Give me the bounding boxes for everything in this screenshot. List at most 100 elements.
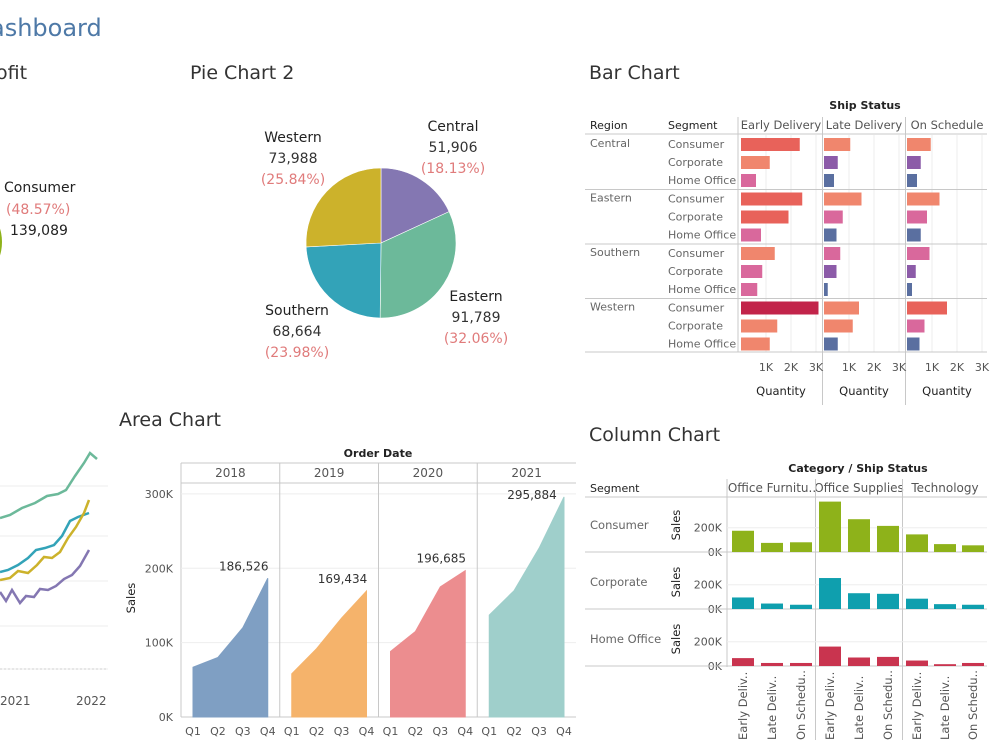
area-quarter-tick: Q2 (506, 725, 522, 738)
area-quarter-tick: Q2 (210, 725, 226, 738)
column-category-header-1: Office Supplies (814, 481, 904, 495)
column-status-tick: Late Deliv.. (852, 676, 866, 740)
column-y-tick: 200K (694, 636, 723, 649)
area-fill-2020 (390, 569, 466, 718)
area-data-label-2020: 196,685 (416, 552, 466, 566)
bar-mark (824, 337, 838, 351)
column-mark (848, 657, 870, 666)
area-y-tick: 0K (159, 711, 174, 724)
area-sheet-title: Area Chart (119, 409, 221, 431)
bar-mark (824, 247, 841, 260)
area-quarter-tick: Q3 (432, 725, 448, 738)
bar-header-region: Region (590, 119, 628, 132)
area-column-group-label: Order Date (344, 447, 413, 460)
area-quarter-tick: Q3 (235, 725, 251, 738)
column-y-axis-label: Sales (669, 510, 683, 541)
bar-x-axis-label: Quantity (839, 384, 889, 398)
pie-label-name-western: Western (264, 130, 321, 146)
bar-mark (907, 247, 930, 260)
pie-slice-eastern (379, 211, 457, 319)
area-y-tick: 200K (145, 562, 174, 575)
profit-chart: Consumer (48.57%) 139,089 2021 2022 (0, 180, 108, 708)
pie-label-name-southern: Southern (265, 303, 329, 319)
area-quarter-tick: Q4 (457, 725, 473, 738)
area-quarter-tick: Q1 (481, 725, 497, 738)
area-year-header: 2021 (511, 466, 542, 480)
area-year-header: 2018 (215, 466, 246, 480)
column-y-axis-label: Sales (669, 624, 683, 655)
column-status-tick: Early Deliv.. (823, 672, 837, 740)
bar-mark (907, 210, 927, 224)
column-mark (761, 662, 783, 666)
column-status-tick: Early Deliv.. (736, 672, 750, 740)
profit-series-pct: (48.57%) (6, 202, 70, 218)
column-sheet-title: Column Chart (589, 424, 721, 446)
pie-label-pct-southern: (23.98%) (265, 345, 329, 361)
column-category-header-2: Technology (910, 481, 978, 495)
bar-mark (741, 319, 778, 333)
area-y-axis-label: Sales (124, 583, 138, 614)
bar-mark (741, 301, 819, 315)
column-category-header-0: Office Furnitu.. (728, 481, 816, 495)
column-y-tick: 200K (694, 522, 723, 535)
column-mark (790, 542, 812, 552)
column-mark (848, 519, 870, 552)
pie-slice-western (305, 167, 382, 248)
bar-x-tick: 3K (892, 361, 907, 374)
column-column-group-label: Category / Ship Status (788, 462, 928, 475)
bar-column-header-0: Early Delivery (741, 118, 822, 132)
column-mark (962, 545, 984, 552)
bar-column-header-2: On Schedule (911, 118, 984, 132)
column-mark (732, 530, 754, 552)
area-quarter-tick: Q2 (309, 725, 325, 738)
bar-x-tick: 2K (867, 361, 882, 374)
column-mark (761, 603, 783, 609)
bar-segment-label: Consumer (668, 247, 725, 260)
bar-segment-label: Corporate (668, 156, 723, 169)
column-mark (732, 658, 754, 666)
bar-region-label: Western (590, 301, 635, 314)
column-status-tick: Early Deliv.. (910, 672, 924, 740)
bar-mark (824, 283, 828, 296)
pie-slice-southern (305, 242, 382, 319)
bar-mark (824, 301, 859, 315)
bar-mark (907, 156, 921, 169)
column-y-axis-label: Sales (669, 567, 683, 598)
bar-mark (741, 138, 800, 151)
bar-mark (824, 210, 843, 224)
area-data-label-2018: 186,526 (219, 559, 269, 573)
column-status-tick: Late Deliv.. (765, 676, 779, 740)
profit-x-tick-0: 2021 (0, 694, 31, 708)
column-mark (962, 604, 984, 609)
bar-mark (907, 319, 925, 333)
bar-mark (741, 247, 775, 260)
profit-line-0 (0, 451, 98, 520)
bar-x-axis-label: Quantity (756, 384, 806, 398)
bar-mark (741, 228, 761, 242)
column-status-tick: On Schedu.. (881, 670, 895, 740)
pie-label-value-southern: 68,664 (273, 324, 322, 340)
bar-x-tick: 3K (975, 361, 990, 374)
bar-mark (741, 174, 756, 187)
column-mark (934, 664, 956, 666)
column-segment-label: Home Office (590, 632, 661, 646)
column-mark (906, 534, 928, 552)
bar-chart: Ship Status Region Segment Early Delivery La… (585, 99, 990, 405)
bar-mark (741, 265, 763, 278)
column-segment-label: Consumer (590, 518, 649, 532)
profit-pie-slice (0, 228, 2, 256)
column-status-tick: On Schedu.. (794, 670, 808, 740)
bar-column-group-label: Ship Status (829, 99, 901, 112)
column-mark (877, 593, 899, 609)
area-quarter-tick: Q3 (334, 725, 350, 738)
area-year-header: 2020 (413, 466, 444, 480)
bar-mark (824, 319, 853, 333)
bar-mark (907, 265, 916, 278)
area-quarter-tick: Q4 (556, 725, 572, 738)
profit-x-tick-1: 2022 (76, 694, 107, 708)
column-mark (790, 604, 812, 609)
profit-line-3 (0, 549, 91, 606)
bar-mark (907, 228, 921, 242)
area-quarter-tick: Q1 (284, 725, 300, 738)
